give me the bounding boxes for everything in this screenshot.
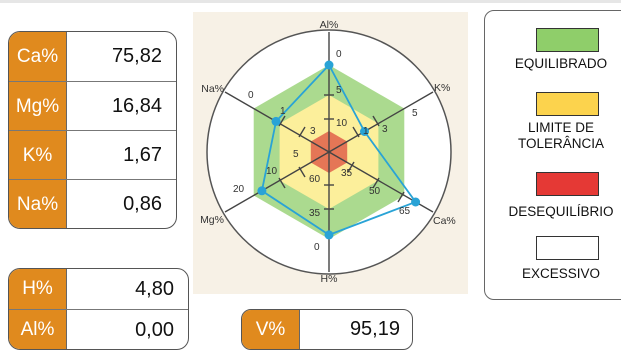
tick-mg-20: 20 xyxy=(233,184,245,195)
legend-label-limite-1: LIMITE DE xyxy=(527,120,594,135)
radar-point-h xyxy=(324,230,334,240)
tick-na-0: 0 xyxy=(248,90,254,101)
acidity-value: 4,80 xyxy=(66,269,188,309)
legend-swatch-excessivo xyxy=(536,236,599,260)
legend-swatch-limite xyxy=(536,92,599,116)
legend-label-excessivo: EXCESSIVO xyxy=(521,266,601,281)
radar-svg: Al% K% Ca% H% Mg% Na% 0 5 10 1 3 5 35 50… xyxy=(193,12,468,294)
tick-k-3: 3 xyxy=(382,124,388,135)
base-saturation-box: V% 95,19 xyxy=(241,309,413,350)
axis-label-na: Na% xyxy=(201,83,224,95)
tick-al-0: 0 xyxy=(336,49,342,60)
acidity-row-al: Al% 0,00 xyxy=(9,309,188,349)
radar-point-na xyxy=(271,116,281,126)
radar-point-ca xyxy=(411,197,421,207)
nutrient-label: Ca% xyxy=(9,32,66,81)
nutrient-label: K% xyxy=(9,131,66,180)
tick-mg-5: 5 xyxy=(293,149,299,160)
radar-series xyxy=(257,60,421,240)
tick-mg-10: 10 xyxy=(266,166,278,177)
acidity-label: Al% xyxy=(9,310,66,349)
radar-tick-marks xyxy=(278,94,405,210)
nutrient-value: 0,86 xyxy=(66,180,176,228)
nutrient-value: 75,82 xyxy=(66,32,176,81)
top-divider xyxy=(0,0,621,3)
legend-label-equilibrado: EQUILIBRADO xyxy=(514,56,608,71)
axis-label-ca: Ca% xyxy=(433,215,456,227)
tick-k-1: 1 xyxy=(363,126,369,137)
tick-k-5: 5 xyxy=(412,108,418,119)
base-saturation-value: 95,19 xyxy=(299,310,412,349)
nutrient-row-na: Na% 0,86 xyxy=(9,179,176,228)
nutrient-label: Na% xyxy=(9,180,66,228)
radar-tick-labels: 0 5 10 1 3 5 35 50 65 0 35 60 5 10 20 0 … xyxy=(233,49,418,253)
legend-swatch-equilibrado xyxy=(536,28,599,52)
tick-al-10: 10 xyxy=(336,118,348,129)
nutrient-value: 1,67 xyxy=(66,131,176,180)
acidity-table: H% 4,80 Al% 0,00 xyxy=(8,268,189,350)
nutrient-table: Ca% 75,82 Mg% 16,84 K% 1,67 Na% 0,86 xyxy=(8,31,177,229)
tick-h-35: 35 xyxy=(309,208,321,219)
legend-label-limite-2: TOLERÂNCIA xyxy=(517,136,605,151)
acidity-value: 0,00 xyxy=(66,310,188,349)
acidity-row-h: H% 4,80 xyxy=(9,269,188,309)
radar-point-al xyxy=(324,60,334,70)
nutrient-row-k: K% 1,67 xyxy=(9,130,176,180)
tick-h-0: 0 xyxy=(314,242,320,253)
radar-chart: Al% K% Ca% H% Mg% Na% 0 5 10 1 3 5 35 50… xyxy=(193,12,468,294)
tick-h-60: 60 xyxy=(309,174,321,185)
tick-na-1: 1 xyxy=(280,106,286,117)
tick-ca-50: 50 xyxy=(369,186,381,197)
nutrient-value: 16,84 xyxy=(66,82,176,131)
legend-label-desequilibrio: DESEQUILÍBRIO xyxy=(508,204,614,219)
legend-swatch-desequilibrio xyxy=(536,172,599,196)
base-saturation-label: V% xyxy=(242,310,299,349)
nutrient-row-ca: Ca% 75,82 xyxy=(9,32,176,81)
radar-point-mg xyxy=(257,186,267,196)
legend-panel: EQUILIBRADO LIMITE DE TOLERÂNCIA DESEQUI… xyxy=(484,10,621,300)
axis-label-k: K% xyxy=(434,82,450,94)
radar-point-k xyxy=(360,127,369,136)
tick-ca-65: 65 xyxy=(399,206,411,217)
tick-al-5: 5 xyxy=(336,85,342,96)
nutrient-row-mg: Mg% 16,84 xyxy=(9,81,176,131)
nutrient-label: Mg% xyxy=(9,82,66,131)
axis-label-al: Al% xyxy=(320,19,339,31)
tick-ca-35: 35 xyxy=(341,168,353,179)
acidity-label: H% xyxy=(9,269,66,309)
axis-label-mg: Mg% xyxy=(200,214,224,226)
axis-label-h: H% xyxy=(321,273,338,285)
tick-na-3: 3 xyxy=(310,126,316,137)
